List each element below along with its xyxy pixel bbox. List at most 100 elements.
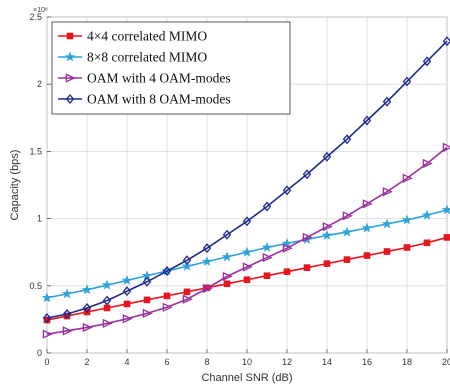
x-tick-label: 12 [282, 357, 292, 367]
data-point-marker [142, 276, 152, 287]
data-point-marker [61, 288, 73, 299]
series-square [43, 234, 450, 324]
data-point-marker [262, 252, 273, 263]
data-point-marker [183, 288, 191, 296]
data-point-marker [321, 229, 333, 240]
data-point-marker [361, 222, 373, 233]
x-tick-label: 10 [242, 357, 252, 367]
data-point-marker [181, 260, 193, 271]
data-point-marker [42, 313, 52, 324]
data-point-marker [121, 274, 133, 285]
data-point-marker [303, 264, 311, 271]
x-axis-ticks: 0 2 4 6 8 10 12 14 16 18 20 [44, 349, 450, 367]
data-point-marker [443, 234, 450, 241]
data-point-marker [243, 276, 251, 284]
data-point-marker [381, 218, 393, 229]
series-line [46, 146, 448, 335]
y-tick-label: 0 [37, 348, 42, 358]
data-point-marker [341, 226, 353, 237]
data-point-marker [302, 232, 313, 243]
data-point-marker [143, 296, 151, 304]
x-tick-label: 8 [204, 357, 209, 367]
data-point-marker [202, 243, 212, 254]
legend-label: OAM with 4 OAM-modes [87, 71, 231, 86]
y-tick-label: 0.5 [29, 281, 42, 291]
data-point-marker [403, 244, 411, 251]
data-point-marker [62, 326, 73, 336]
data-point-marker [323, 260, 331, 267]
x-tick-label: 4 [124, 357, 129, 367]
x-tick-label: 20 [442, 357, 450, 367]
data-point-marker [102, 318, 113, 329]
data-point-marker [62, 309, 72, 320]
data-point-marker [283, 268, 291, 275]
data-point-marker [302, 169, 312, 180]
data-point-marker [102, 295, 112, 306]
x-tick-label: 16 [362, 357, 372, 367]
series-star [41, 204, 450, 303]
data-point-marker [282, 243, 293, 253]
y-axis-label: Capacity (bps) [9, 150, 21, 221]
data-point-marker [123, 300, 131, 308]
data-point-marker [41, 292, 53, 303]
data-point-marker [382, 96, 392, 107]
data-point-marker [402, 173, 413, 183]
data-point-marker [262, 201, 272, 212]
data-point-marker [242, 216, 252, 227]
legend-item: 4×4 correlated MIMO [58, 29, 207, 44]
data-point-marker [65, 93, 75, 105]
data-point-marker [362, 199, 373, 209]
series-triangle-right [42, 142, 450, 339]
data-point-marker [223, 280, 231, 288]
data-point-marker [182, 294, 193, 304]
data-point-marker [66, 32, 74, 40]
data-point-marker [182, 255, 192, 266]
data-point-marker [263, 272, 271, 280]
data-point-marker [322, 151, 332, 162]
data-point-marker [282, 185, 292, 196]
x-tick-label: 14 [322, 357, 332, 367]
data-point-marker [81, 284, 93, 295]
data-point-marker [201, 256, 213, 267]
data-point-marker [163, 292, 171, 300]
x-tick-label: 0 [44, 357, 49, 367]
series-group [41, 36, 450, 339]
data-point-marker [383, 248, 391, 255]
data-point-marker [322, 222, 333, 232]
y-tick-label: 1.5 [29, 146, 42, 156]
data-point-marker [162, 266, 172, 277]
series-line [46, 40, 448, 319]
data-point-marker [221, 251, 233, 262]
data-point-marker [122, 286, 132, 297]
y-axis-ticks: 0 0.5 1 1.5 2 2.5 [29, 12, 51, 358]
legend-item: OAM with 4 OAM-modes [58, 71, 231, 86]
data-point-marker [402, 76, 412, 87]
x-axis-label: Channel SNR (dB) [201, 372, 292, 384]
legend-item: 8×8 correlated MIMO [58, 50, 207, 65]
legend-item: OAM with 8 OAM-modes [58, 92, 231, 107]
data-point-marker [422, 56, 432, 67]
legend-box [51, 21, 291, 115]
data-point-marker [202, 283, 213, 294]
data-point-marker [82, 302, 92, 313]
data-point-marker [241, 246, 253, 257]
x-tick-label: 18 [402, 357, 412, 367]
data-point-marker [441, 204, 450, 215]
data-point-marker [442, 36, 450, 47]
legend-label: OAM with 8 OAM-modes [87, 92, 231, 107]
y-tick-label: 2.5 [29, 12, 42, 22]
series-diamond [42, 36, 450, 324]
data-point-marker [442, 142, 450, 152]
data-point-marker [363, 252, 371, 259]
data-point-marker [401, 214, 413, 225]
data-point-marker [42, 329, 53, 339]
data-point-marker [222, 271, 233, 282]
data-point-marker [422, 158, 433, 169]
y-axis-multiplier: ×10⁸ [33, 7, 48, 14]
data-point-marker [342, 134, 352, 145]
legend-label: 8×8 correlated MIMO [87, 50, 207, 65]
x-tick-label: 6 [164, 357, 169, 367]
x-tick-label: 2 [84, 357, 89, 367]
data-point-marker [281, 237, 293, 248]
